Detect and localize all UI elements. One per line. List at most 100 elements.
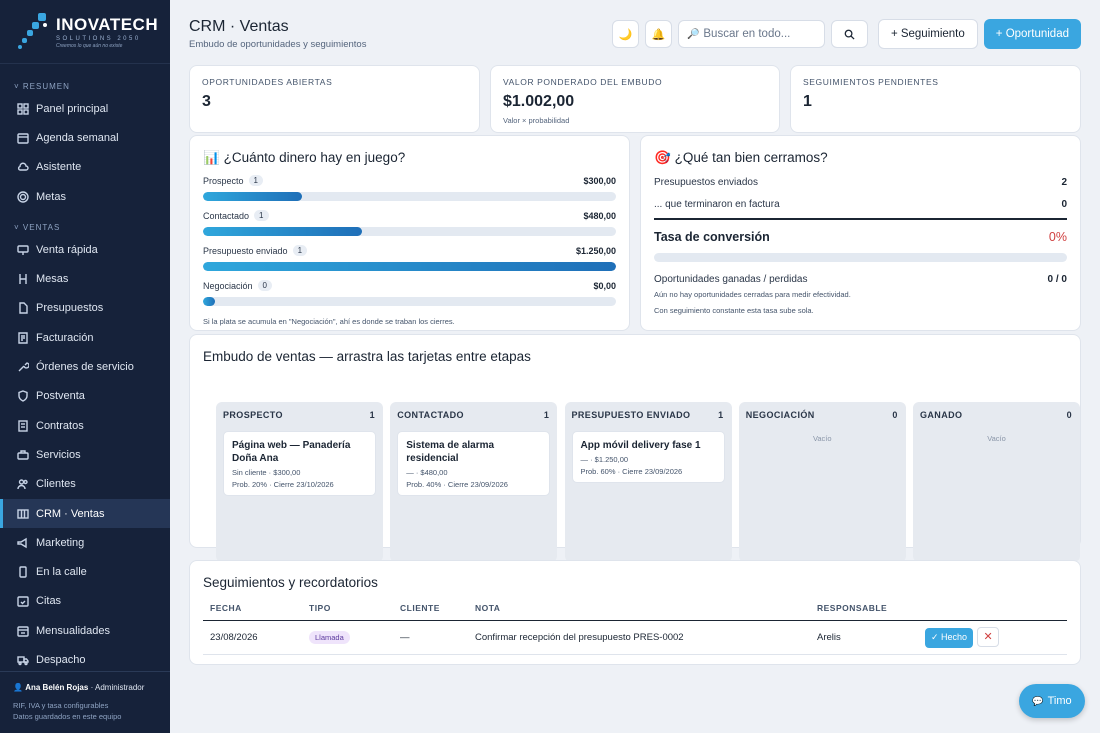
opportunity-card[interactable]: App móvil delivery fase 1 — · $1.250,00 Pr… <box>571 431 725 483</box>
brand-logo[interactable]: INOVATECH SOLUTIONS 2050 Creemos lo que … <box>0 0 170 64</box>
sidebar-item-panel[interactable]: Panel principal <box>0 94 170 123</box>
col-header-actions <box>925 596 1067 621</box>
quotes-sent-label: Presupuestos enviados <box>654 177 758 188</box>
money-bar-row: Prospecto 1 $300,00 <box>203 174 616 201</box>
empty-column-label: Vacío <box>812 434 832 443</box>
sidebar-item-label: Servicios <box>36 448 81 461</box>
notifications-button[interactable]: 🔔 <box>644 20 672 48</box>
sidebar-item-contratos[interactable]: Contratos <box>0 411 170 440</box>
opportunity-title: Página web — Panadería Doña Ana <box>232 440 351 464</box>
dart-target-icon: 🎯 <box>654 150 671 165</box>
sidebar-item-marketing[interactable]: Marketing <box>0 528 170 557</box>
nav-section-resumen: ˅ RESUMEN <box>14 82 70 91</box>
sidebar-item-facturacion[interactable]: Facturación <box>0 323 170 352</box>
pipeline-column[interactable]: PROSPECTO 1 Página web — Panadería Doña An… <box>216 402 383 562</box>
kpi-label: VALOR PONDERADO DEL EMBUDO <box>503 77 663 87</box>
opportunity-prob-close: Prob. 20% · Cierre 23/10/2026 <box>232 480 334 489</box>
stage-count: 1 <box>718 410 724 420</box>
money-bar-row: Contactado 1 $480,00 <box>203 209 616 236</box>
pipeline-title: Embudo de ventas — arrastra las tarjetas… <box>203 349 531 364</box>
followup-date: 23/08/2026 <box>203 620 302 655</box>
kpi-note: Valor × probabilidad <box>503 116 570 125</box>
col-header-cliente: CLIENTE <box>393 596 468 621</box>
current-user[interactable]: 👤 Ana Belén Rojas · Administrador <box>13 683 157 692</box>
sidebar-item-metas[interactable]: Metas <box>0 182 170 211</box>
dark-mode-button[interactable]: 🌙 <box>611 20 639 48</box>
sidebar-nav: ˅ RESUMEN Panel principal Agenda semanal… <box>0 64 170 675</box>
stage-name: PRESUPUESTO ENVIADO <box>571 410 691 420</box>
sidebar-item-label: Mensualidades <box>36 624 110 637</box>
sidebar-item-label: Venta rápida <box>36 243 98 256</box>
user-icon: 👤 <box>13 683 23 692</box>
sidebar-item-mensualidades[interactable]: Mensualidades <box>0 616 170 645</box>
cloud-icon <box>16 160 30 174</box>
sidebar-item-crm-ventas[interactable]: CRM · Ventas <box>0 498 170 529</box>
sidebar-item-agenda[interactable]: Agenda semanal <box>0 123 170 152</box>
delete-followup-button[interactable]: ✕ <box>977 626 1000 647</box>
pipeline-column-header: PROSPECTO 1 <box>216 402 383 420</box>
stage-count-badge: 0 <box>257 280 272 291</box>
followup-type-cell: Llamada <box>302 620 393 655</box>
stage-count: 1 <box>369 410 375 420</box>
money-title: 📊 ¿Cuánto dinero hay en juego? <box>203 150 616 166</box>
sidebar-item-mesas[interactable]: Mesas <box>0 264 170 293</box>
sidebar-note-1: RIF, IVA y tasa configurables <box>13 701 109 710</box>
pipeline-column[interactable]: CONTACTADO 1 Sistema de alarma residencial… <box>390 402 558 562</box>
sidebar-item-label: Presupuestos <box>36 302 104 315</box>
sidebar-item-servicios[interactable]: Servicios <box>0 440 170 469</box>
target-icon <box>16 190 30 204</box>
mark-done-button[interactable]: ✓ Hecho <box>925 627 974 648</box>
sidebar-item-citas[interactable]: Citas <box>0 587 170 616</box>
sidebar-item-presupuestos[interactable]: Presupuestos <box>0 294 170 323</box>
money-bar-track <box>203 227 616 236</box>
wrench-icon <box>16 360 30 374</box>
kpi-weighted-value: VALOR PONDERADO DEL EMBUDO $1.002,00 Val… <box>490 65 780 133</box>
document-icon <box>16 419 30 433</box>
money-bar-label-wrap: Presupuesto enviado 1 <box>203 245 308 256</box>
pipeline-column[interactable]: NEGOCIACIÓN 0 Vacío <box>738 402 906 562</box>
opportunity-card[interactable]: Sistema de alarma residencial — · $480,00… <box>397 431 551 496</box>
pipeline-column[interactable]: PRESUPUESTO ENVIADO 1 App móvil delivery f… <box>564 402 732 562</box>
stage-name: CONTACTADO <box>397 410 464 420</box>
followup-client: — <box>393 620 468 655</box>
pipeline-column[interactable]: GANADO 0 Vacío <box>913 402 1080 562</box>
stage-count: 0 <box>892 410 898 420</box>
stage-amount: $0,00 <box>593 280 616 291</box>
pipeline-column-header: PRESUPUESTO ENVIADO 1 <box>565 402 732 420</box>
sidebar-item-label: Órdenes de servicio <box>36 361 134 374</box>
money-bars: Prospecto 1 $300,00 Contactado 1 $480,00 Presu… <box>203 174 616 306</box>
global-search[interactable]: 🔎 <box>677 20 825 48</box>
money-bar-row: Negociación 0 $0,00 <box>203 279 616 306</box>
conversion-rate-label: Tasa de conversión <box>654 230 770 244</box>
brand-sub: SOLUTIONS 2050 <box>56 35 141 42</box>
sidebar-item-label: Metas <box>36 190 66 203</box>
sidebar-item-despacho[interactable]: Despacho <box>0 645 170 674</box>
money-bar-row: Presupuesto enviado 1 $1.250,00 <box>203 244 616 271</box>
sidebar-item-venta-rapida[interactable]: Venta rápida <box>0 235 170 264</box>
opportunity-card[interactable]: Página web — Panadería Doña Ana Sin clien… <box>223 431 376 496</box>
stage-amount: $480,00 <box>583 210 616 221</box>
money-bar-fill <box>203 262 616 271</box>
money-bar-label-wrap: Contactado 1 <box>203 210 269 221</box>
stage-name: NEGOCIACIÓN <box>745 410 815 420</box>
sidebar-footer: 👤 Ana Belén Rojas · Administrador RIF, I… <box>0 671 170 733</box>
followups-card: Seguimientos y recordatorios FECHA TIPO … <box>189 560 1081 665</box>
sidebar-item-asistente[interactable]: Asistente <box>0 153 170 182</box>
sidebar-item-postventa[interactable]: Postventa <box>0 382 170 411</box>
sidebar-item-clientes[interactable]: Clientes <box>0 470 170 499</box>
sidebar-item-ordenes[interactable]: Órdenes de servicio <box>0 352 170 381</box>
search-input[interactable] <box>703 28 822 40</box>
calendar-check-icon <box>16 594 30 608</box>
user-name: Ana Belén Rojas <box>25 683 89 692</box>
sidebar-item-label: Contratos <box>36 419 84 432</box>
add-followup-button[interactable]: + Seguimiento <box>877 19 978 49</box>
user-role: · Administrador <box>90 683 145 692</box>
sidebar-item-label: Clientes <box>36 478 76 491</box>
search-button[interactable] <box>830 20 868 48</box>
stage-count: 0 <box>1066 410 1072 420</box>
add-opportunity-button[interactable]: + Oportunidad <box>983 19 1081 49</box>
pipeline-column-header: CONTACTADO 1 <box>390 402 557 420</box>
assistant-button[interactable]: 💬 Timo <box>1019 684 1085 718</box>
opportunity-title: Sistema de alarma residencial <box>406 440 495 464</box>
sidebar-item-en-la-calle[interactable]: En la calle <box>0 557 170 586</box>
